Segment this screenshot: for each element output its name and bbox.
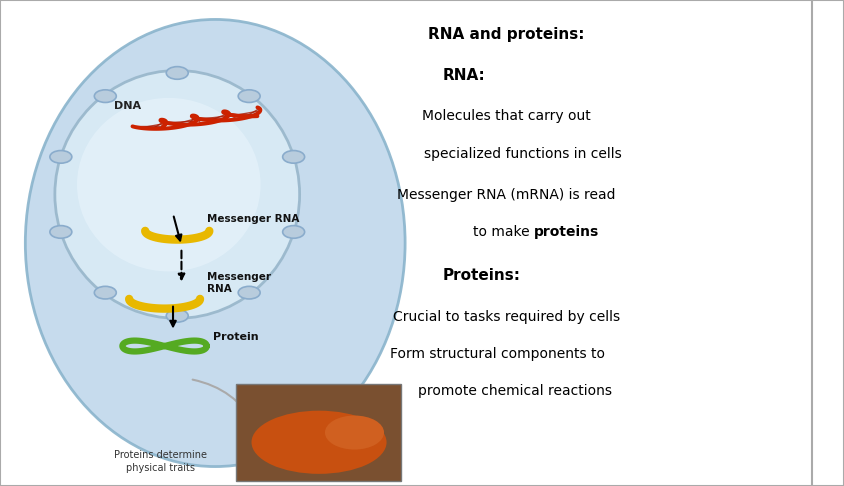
Circle shape <box>283 226 305 238</box>
Text: RNA and proteins:: RNA and proteins: <box>428 27 585 42</box>
Text: Crucial to tasks required by cells: Crucial to tasks required by cells <box>392 310 620 324</box>
Ellipse shape <box>252 411 387 474</box>
Circle shape <box>95 90 116 103</box>
Text: Messenger RNA: Messenger RNA <box>207 214 299 224</box>
Text: Protein: Protein <box>213 332 258 342</box>
Text: promote chemical reactions: promote chemical reactions <box>418 384 612 398</box>
Circle shape <box>238 286 260 299</box>
Text: Form structural components to: Form structural components to <box>391 347 605 361</box>
Ellipse shape <box>325 416 384 450</box>
Circle shape <box>50 151 72 163</box>
Ellipse shape <box>25 19 405 467</box>
Text: DNA: DNA <box>114 102 141 111</box>
Circle shape <box>166 310 188 322</box>
Circle shape <box>50 226 72 238</box>
Text: to make: to make <box>473 225 533 239</box>
Circle shape <box>283 151 305 163</box>
Text: Messenger RNA (mRNA) is read: Messenger RNA (mRNA) is read <box>398 188 615 202</box>
Text: Messenger
RNA: Messenger RNA <box>207 272 271 294</box>
Text: RNA:: RNA: <box>443 68 485 83</box>
Circle shape <box>95 286 116 299</box>
Circle shape <box>166 67 188 79</box>
Ellipse shape <box>55 70 300 318</box>
FancyBboxPatch shape <box>236 384 401 481</box>
Text: specialized functions in cells: specialized functions in cells <box>425 147 622 160</box>
Text: Proteins determine
physical traits: Proteins determine physical traits <box>114 450 207 473</box>
Text: proteins: proteins <box>533 225 598 239</box>
Circle shape <box>238 90 260 103</box>
Text: Proteins:: Proteins: <box>443 268 521 283</box>
Text: Molecules that carry out: Molecules that carry out <box>422 109 591 123</box>
Ellipse shape <box>77 98 261 271</box>
